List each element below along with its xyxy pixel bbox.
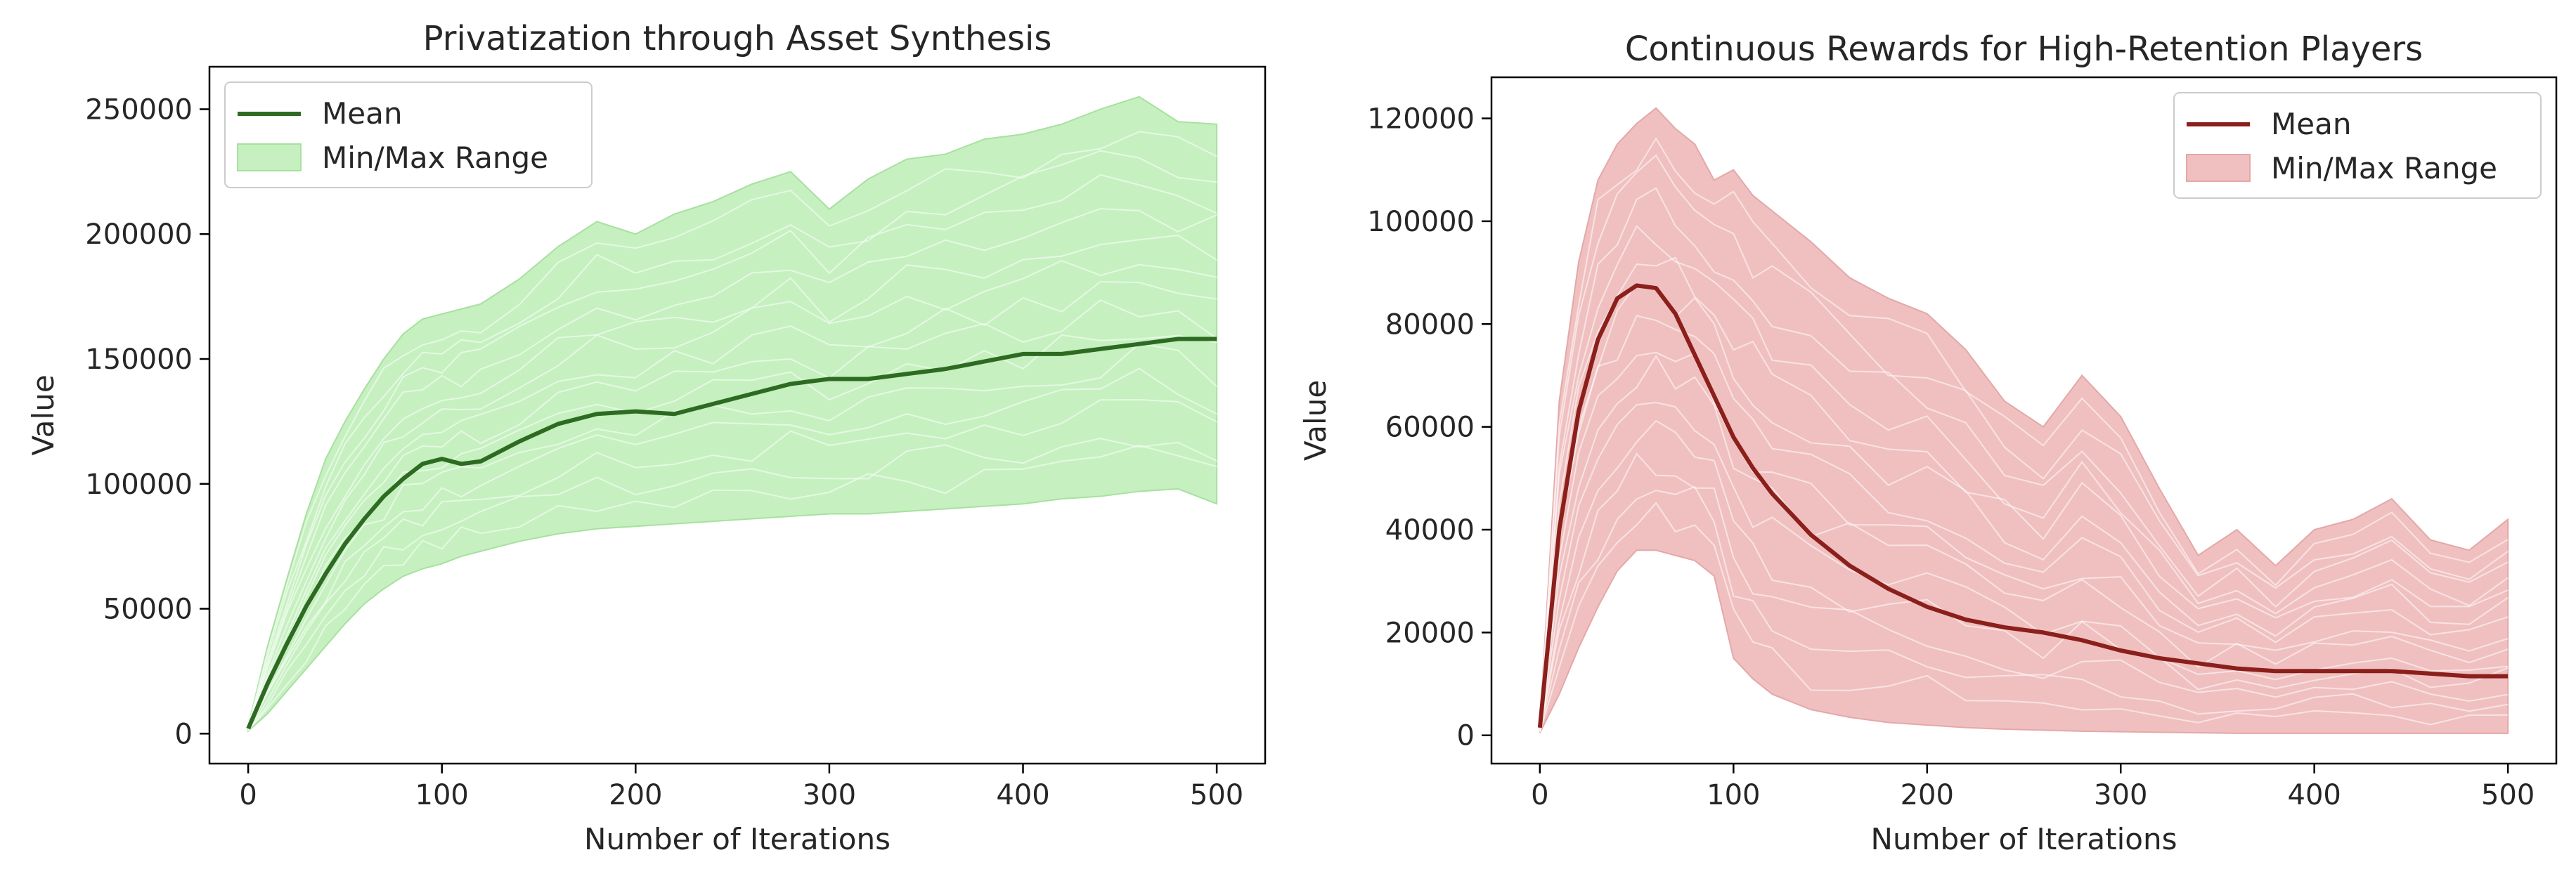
legend-range-label: Min/Max Range [2271,151,2497,185]
x-tick-label: 500 [1190,779,1243,811]
x-tick-label: 100 [415,779,469,811]
run-traces [1539,137,2509,733]
min-max-range-band [247,96,1218,733]
legend-mean-label: Mean [322,96,402,131]
run-trace [1539,452,2509,732]
legend-box [2173,92,2542,199]
y-tick-label: 50000 [103,594,193,626]
run-trace [247,150,1217,727]
x-tick-label: 200 [609,779,662,811]
run-trace [247,398,1217,731]
y-tick-label: 20000 [1385,617,1475,649]
run-trace [247,131,1217,727]
x-tick-label: 300 [803,779,856,811]
chart-continuous-rewards: 0 100 200 300 400 500 0 20000 40000 60000 80000 100… [1298,30,2558,856]
run-trace [247,334,1217,730]
x-tick-label: 300 [2094,779,2147,811]
x-tick-label: 0 [239,779,257,811]
run-trace [1539,225,2509,727]
run-trace [247,444,1217,731]
min-max-range-band [1539,107,2509,734]
run-trace [247,299,1217,729]
legend-range-swatch [2186,154,2251,182]
legend: Mean Min/Max Range [2173,92,2542,199]
run-trace [1539,502,2509,733]
legend-range-swatch [237,143,302,171]
run-trace [1539,419,2509,731]
mean-line [1537,283,2509,728]
x-axis-label: Number of Iterations [1871,822,2177,856]
run-trace [1539,137,2509,726]
run-trace [247,367,1217,731]
y-axis-label: Value [26,374,60,455]
x-tick-label: 500 [2481,779,2535,811]
axes-frame [208,65,1267,765]
run-trace [1539,485,2509,732]
run-trace [247,260,1217,728]
y-tick-label: 200000 [85,218,193,251]
run-trace [1539,351,2509,729]
legend-mean-label: Mean [2271,107,2351,141]
y-axis-label: Value [1298,380,1333,461]
chart-title: Privatization through Asset Synthesis [423,19,1052,58]
y-tick-label: 0 [175,718,193,750]
y-tick-label: 100000 [85,469,193,501]
run-trace [247,174,1217,728]
legend: Mean Min/Max Range [224,81,593,188]
y-tick-label: 120000 [1367,103,1475,136]
run-trace [247,438,1217,731]
run-trace [1539,187,2509,727]
run-trace [1539,315,2509,729]
chart-privatization: 0 100 200 300 400 500 0 50000 100000 150000 200000… [26,19,1267,856]
run-trace [247,235,1217,728]
run-traces [247,131,1217,731]
x-tick-label: 100 [1707,779,1760,811]
x-tick-label: 0 [1531,779,1548,811]
y-tick-label: 0 [1457,720,1475,752]
legend-range-label: Min/Max Range [322,140,548,175]
chart-title: Continuous Rewards for High-Retention Pl… [1625,30,2423,69]
x-tick-label: 400 [2288,779,2341,811]
mean-line [246,336,1217,730]
run-trace [1539,354,2509,730]
x-axis-label: Number of Iterations [584,822,891,856]
legend-box [224,81,593,188]
y-tick-label: 150000 [85,344,193,376]
y-tick-label: 100000 [1367,206,1475,238]
x-tick-label: 200 [1901,779,1954,811]
y-tick-label: 40000 [1385,514,1475,547]
run-trace [1539,154,2509,727]
run-trace [247,280,1217,729]
x-tick-label: 400 [996,779,1049,811]
y-tick-label: 60000 [1385,412,1475,444]
y-tick-label: 250000 [85,93,193,126]
axes-frame [1490,76,2558,765]
run-trace [1539,256,2509,728]
y-tick-label: 80000 [1385,308,1475,341]
run-trace [247,342,1217,730]
run-trace [247,208,1217,728]
